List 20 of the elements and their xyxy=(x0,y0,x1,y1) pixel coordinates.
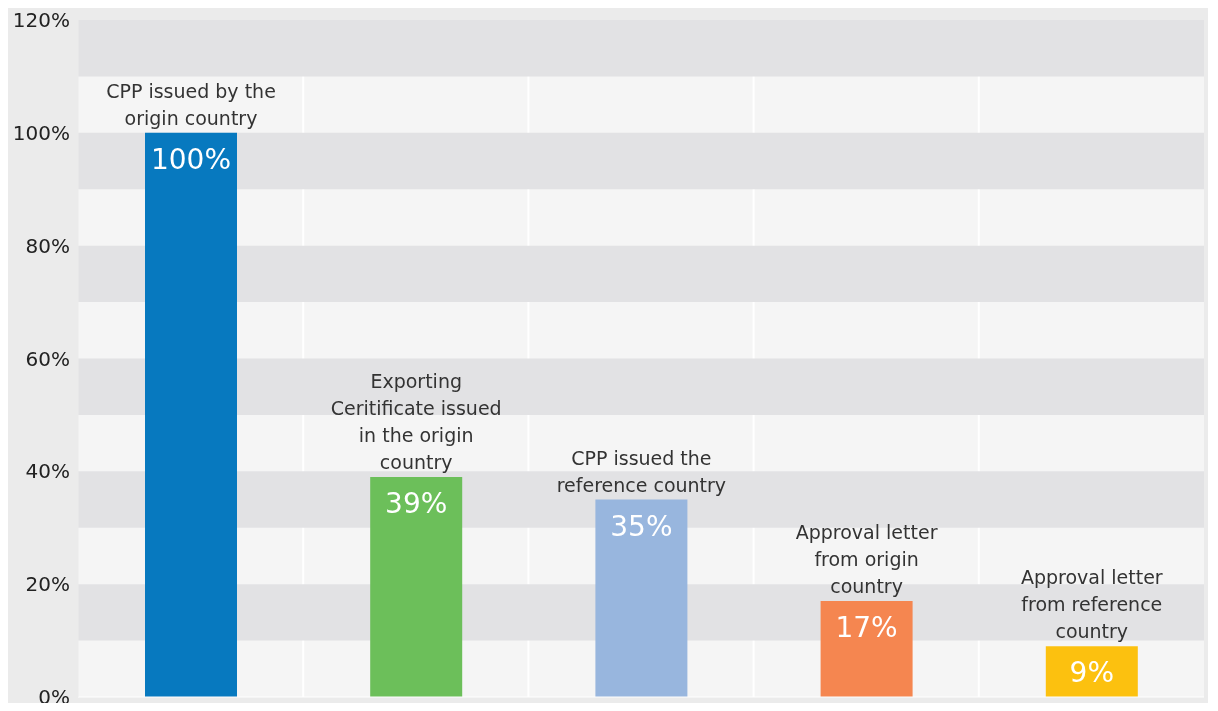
y-tick-label: 100% xyxy=(12,120,70,145)
x-tick-label: CPP issued by the origin country xyxy=(106,79,276,129)
x-tick-label: CPP issued the reference country xyxy=(556,446,727,496)
data-label: 39% xyxy=(385,486,448,520)
x-tick-label: Approval letter from reference country xyxy=(1020,566,1163,643)
bar xyxy=(145,132,237,697)
bar xyxy=(820,601,913,697)
y-tick-label: 40% xyxy=(25,459,70,484)
y-tick-label: 20% xyxy=(25,572,70,597)
bar xyxy=(370,476,463,697)
data-label: 100% xyxy=(150,142,232,176)
y-tick-label: 60% xyxy=(25,346,70,371)
data-label: 9% xyxy=(1069,656,1115,690)
y-tick-label: 120% xyxy=(12,8,70,33)
x-tick-label: Approval letter from origin country xyxy=(795,521,938,598)
data-label: 17% xyxy=(835,611,898,645)
bar xyxy=(595,499,688,697)
y-tick-label: 80% xyxy=(25,233,70,258)
x-tick-label: Exporting Ceritificate issued in the origin country xyxy=(330,369,502,473)
data-label: 35% xyxy=(610,509,673,543)
